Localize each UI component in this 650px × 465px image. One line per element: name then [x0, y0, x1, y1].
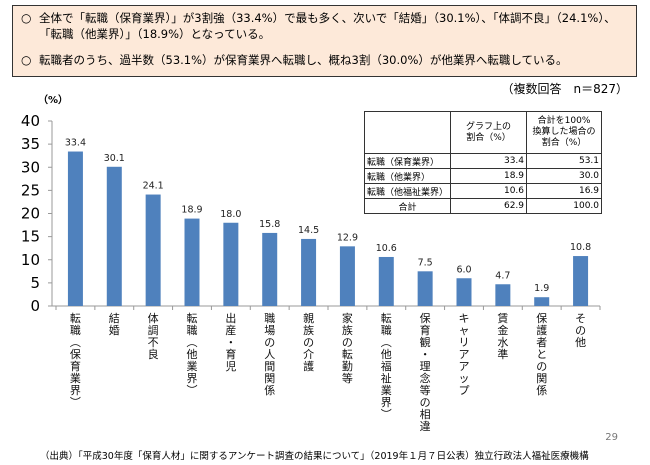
bar: [67, 151, 83, 306]
summary-box: ○ 全体で「転職（保育業界）」が3割強（33.4%）で最も多く、次いで「結婚」（…: [12, 5, 637, 77]
table-cell-label: 合計: [363, 198, 452, 214]
table-header-empty: [363, 111, 452, 154]
table-cell-label: 転職（他福祉業界）: [363, 183, 452, 199]
x-category-label: 保育観・理念等の相違: [420, 311, 431, 433]
x-category-label: 保護者との関係: [536, 311, 547, 397]
table-header-graph-ratio: グラフ上の 割合（%）: [450, 111, 528, 154]
bar: [417, 271, 433, 306]
summary-text-1: 全体で「転職（保育業界）」が3割強（33.4%）で最も多く、次いで「結婚」（30…: [39, 11, 616, 25]
x-category-label: キャリアアップ: [459, 312, 470, 397]
source-citation: （出典）「平成30年度「保育人材」に関するアンケート調査の結果について」（201…: [40, 451, 589, 462]
x-category-label: 転職︵他業界︶: [187, 312, 198, 397]
bar: [262, 232, 278, 306]
bar: [106, 166, 122, 306]
bar: [378, 256, 394, 306]
y-tick-label: 25: [21, 181, 40, 199]
bar: [301, 238, 317, 306]
bar-value-label: 1.9: [534, 283, 549, 294]
x-category-label: 体調不良: [148, 311, 159, 361]
bar-value-label: 14.5: [298, 225, 319, 236]
bullet-circle-icon: ○: [21, 53, 32, 67]
x-category-label: 転職︵保育業界︶: [70, 312, 81, 409]
y-tick-label: 40: [21, 112, 40, 130]
table-header-normalized-ratio: 合計を100% 換算した場合の 割合（%）: [526, 111, 603, 154]
summary-text-1-cont: 「転職（他業界）」（18.9%）となっている。: [39, 27, 271, 41]
bar-value-label: 6.0: [456, 264, 471, 275]
summary-point-2: ○ 転職者のうち、過半数（53.1%）が保育業界へ転職し、概ね3割（30.0%）…: [21, 52, 628, 68]
bullet-circle-icon: ○: [21, 11, 32, 25]
ratio-table: グラフ上の 割合（%） 合計を100% 換算した場合の 割合（%） 転職（保育業界） …: [363, 111, 603, 214]
x-category-label: 出産・育児: [225, 311, 236, 373]
page-number: 29: [605, 432, 618, 443]
bar: [184, 218, 200, 306]
bar-value-label: 7.5: [418, 257, 433, 268]
bar-value-label: 4.7: [495, 270, 510, 281]
table-row: 転職（他業界） 18.9 30.0: [363, 168, 603, 184]
y-tick-label: 15: [21, 228, 40, 246]
y-tick-label: 30: [21, 158, 40, 176]
bar: [534, 297, 550, 306]
table-row: 転職（他福祉業界） 10.6 16.9: [363, 183, 603, 199]
table-row: 転職（保育業界） 33.4 53.1: [363, 153, 603, 169]
table-cell-normalized: 53.1: [526, 153, 603, 169]
y-tick-label: 0: [30, 297, 40, 315]
table-header-row: グラフ上の 割合（%） 合計を100% 換算した場合の 割合（%）: [363, 111, 603, 154]
table-cell-normalized: 16.9: [526, 183, 603, 199]
summary-point-1: ○ 全体で「転職（保育業界）」が3割強（33.4%）で最も多く、次いで「結婚」（…: [21, 10, 628, 26]
x-category-label: 家族の転勤等: [342, 311, 353, 385]
x-category-label: 親族の介護: [303, 312, 314, 373]
bar: [495, 284, 511, 306]
table-cell-label: 転職（他業界）: [363, 168, 452, 184]
bar: [145, 194, 161, 306]
bar-value-label: 30.1: [104, 153, 125, 164]
x-category-label: その他: [575, 312, 586, 349]
bar-value-label: 10.8: [570, 242, 591, 253]
bar: [223, 222, 239, 306]
bar-value-label: 18.9: [181, 205, 202, 216]
x-category-label: 結婚: [109, 311, 120, 337]
bar-value-label: 18.0: [220, 209, 241, 220]
bar-value-label: 33.4: [65, 138, 86, 149]
bar: [339, 246, 355, 306]
table-cell-normalized: 100.0: [526, 198, 603, 214]
table-cell-graph: 62.9: [450, 198, 528, 214]
y-tick-label: 35: [21, 135, 40, 153]
x-category-label: 転職︵他福祉業界︶: [381, 312, 392, 421]
bar-value-label: 24.1: [143, 181, 164, 192]
bar: [456, 278, 472, 306]
bar-value-label: 15.8: [259, 219, 280, 230]
y-tick-label: 10: [21, 251, 40, 269]
y-axis-unit-label: （%）: [38, 93, 68, 106]
table-cell-graph: 10.6: [450, 183, 528, 199]
bar-chart: （%） 0 5 10 15 20 25 30 35 40 33.4 転職︵保育業界︶ 30.1 結婚 24.…: [21, 93, 601, 433]
table-cell-graph: 33.4: [450, 153, 528, 169]
x-category-label: 賃金水準: [497, 311, 508, 361]
bar: [573, 256, 589, 306]
response-note: （複数回答 n＝827）: [501, 82, 628, 96]
y-tick-label: 20: [21, 205, 40, 223]
x-category-label: 職場の人間関係: [264, 312, 275, 397]
summary-text-2: 転職者のうち、過半数（53.1%）が保育業界へ転職し、概ね3割（30.0%）が他…: [39, 53, 568, 67]
table-row-total: 合計 62.9 100.0: [363, 198, 603, 214]
bar-value-label: 12.9: [337, 232, 358, 243]
table-cell-label: 転職（保育業界）: [363, 153, 452, 169]
bar-value-label: 10.6: [376, 243, 397, 254]
table-cell-graph: 18.9: [450, 168, 528, 184]
table-cell-normalized: 30.0: [526, 168, 603, 184]
y-tick-label: 5: [30, 274, 40, 292]
